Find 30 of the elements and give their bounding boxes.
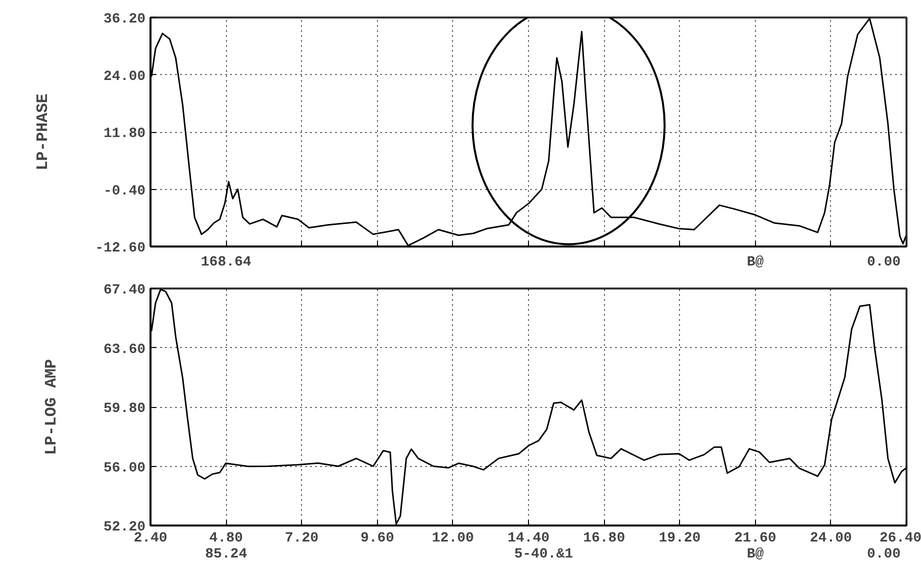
line-series: [150, 18, 906, 246]
x-tick-label: 7.20: [284, 530, 319, 546]
text: B@: [746, 254, 764, 270]
x-tick-label: 21.60: [734, 530, 776, 546]
x-tick-label: 12.00: [432, 530, 474, 546]
text: 0.00: [867, 546, 901, 562]
y-tick-label: 67.40: [103, 282, 146, 298]
x-tick-label: 26.40: [879, 530, 921, 546]
y-axis-title: LP-PHASE: [34, 94, 52, 170]
y-axis-title: LP-LOG AMP: [42, 358, 60, 456]
y-tick-label: -0.40: [103, 183, 146, 200]
x-tick-label: 19.20: [658, 530, 701, 546]
y-tick-label: 56.00: [103, 460, 146, 476]
line-series: [150, 288, 906, 525]
y-tick-label: 36.20: [103, 12, 146, 28]
y-tick-label: -12.60: [95, 240, 146, 256]
x-tick-label: 16.80: [583, 530, 626, 546]
y-tick-label: 24.00: [103, 68, 146, 85]
y-tick-label: 11.80: [103, 126, 146, 142]
y-tick-label: 59.80: [103, 401, 146, 417]
x-tick-label: 4.80: [209, 530, 243, 546]
text: 0.00: [867, 254, 901, 270]
x-tick-label: 9.60: [360, 530, 394, 546]
text: B@: [746, 546, 764, 562]
text: 85.24: [205, 546, 248, 562]
x-tick-label: 14.40: [507, 530, 550, 546]
text: 168.64: [200, 254, 252, 270]
y-tick-label: 63.60: [103, 342, 146, 358]
x-tick-label: 24.00: [810, 530, 852, 546]
text: 5-40.&1: [514, 546, 574, 562]
